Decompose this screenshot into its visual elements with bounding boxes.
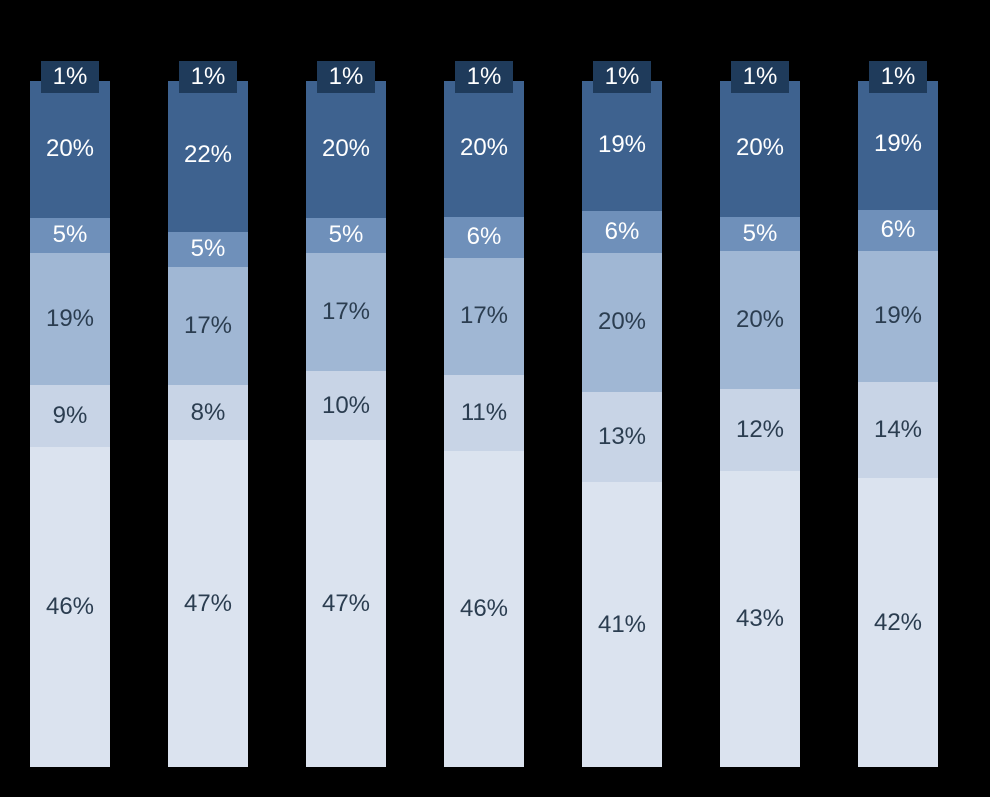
- segment-s5: 20%: [306, 79, 386, 218]
- bar-c5: 41% 13% 20% 6% 19%: [582, 79, 662, 767]
- segment-label: 22%: [184, 141, 232, 169]
- segment-s3: 17%: [444, 258, 524, 375]
- segment-s4: 6%: [858, 210, 938, 251]
- bar-c1: 46% 9% 19% 5% 20%: [30, 79, 110, 767]
- segment-label: 5%: [191, 235, 226, 263]
- segment-s1: 43%: [720, 471, 800, 767]
- segment-label: 6%: [605, 218, 640, 246]
- segment-s3: 20%: [582, 253, 662, 392]
- segment-s5: 20%: [444, 79, 524, 217]
- segment-label: 9%: [53, 402, 88, 430]
- bar-c4: 46% 11% 17% 6% 20%: [444, 79, 524, 767]
- segment-label: 11%: [461, 399, 507, 427]
- segment-label: 41%: [598, 611, 646, 639]
- segment-s2: 11%: [444, 375, 524, 451]
- segment-s3: 17%: [306, 253, 386, 371]
- segment-s2: 12%: [720, 389, 800, 472]
- segment-s4: 5%: [720, 217, 800, 251]
- segment-label: 10%: [322, 392, 370, 420]
- top-cap-label: 1%: [329, 63, 364, 91]
- segment-s1: 46%: [30, 447, 110, 767]
- bar-c2: 47% 8% 17% 5% 22%: [168, 79, 248, 767]
- segment-label: 20%: [322, 135, 370, 163]
- segment-label: 13%: [598, 423, 646, 451]
- segment-s5: 19%: [858, 79, 938, 210]
- segment-s3: 19%: [30, 253, 110, 385]
- segment-label: 12%: [736, 416, 784, 444]
- bar-c7: 42% 14% 19% 6% 19%: [858, 79, 938, 767]
- top-cap-label: 1%: [53, 63, 88, 91]
- segment-label: 17%: [184, 312, 232, 340]
- segment-label: 6%: [467, 223, 502, 251]
- segment-label: 20%: [598, 308, 646, 336]
- segment-label: 42%: [874, 609, 922, 637]
- segment-label: 46%: [46, 593, 94, 621]
- segment-s5: 19%: [582, 79, 662, 211]
- segment-s1: 47%: [168, 440, 248, 767]
- segment-label: 19%: [874, 302, 922, 330]
- segment-s3: 17%: [168, 267, 248, 385]
- segment-label: 5%: [743, 220, 778, 248]
- segment-label: 8%: [191, 399, 226, 427]
- segment-label: 43%: [736, 605, 784, 633]
- segment-label: 17%: [322, 298, 370, 326]
- segment-s2: 9%: [30, 385, 110, 448]
- top-cap-label: 1%: [881, 63, 916, 91]
- segment-s4: 6%: [582, 211, 662, 253]
- top-cap-label: 1%: [605, 63, 640, 91]
- top-cap-box: 1%: [179, 61, 237, 93]
- segment-label: 20%: [736, 134, 784, 162]
- segment-label: 20%: [460, 134, 508, 162]
- segment-label: 19%: [46, 305, 94, 333]
- segment-s1: 47%: [306, 440, 386, 767]
- top-cap-box: 1%: [41, 61, 99, 93]
- segment-s5: 20%: [720, 79, 800, 217]
- segment-s2: 14%: [858, 382, 938, 478]
- segment-s3: 19%: [858, 251, 938, 382]
- segment-s1: 41%: [582, 482, 662, 767]
- segment-label: 14%: [874, 416, 922, 444]
- segment-s4: 5%: [30, 218, 110, 253]
- segment-label: 19%: [598, 131, 646, 159]
- segment-s3: 20%: [720, 251, 800, 389]
- segment-s5: 22%: [168, 79, 248, 232]
- segment-s5: 20%: [30, 79, 110, 218]
- segment-s2: 8%: [168, 385, 248, 441]
- segment-label: 20%: [46, 135, 94, 163]
- stacked-bar-chart: 46% 9% 19% 5% 20% 1% 47% 8% 17% 5% 22% 1% 47% 10% 17% 5…: [0, 0, 990, 797]
- segment-label: 20%: [736, 306, 784, 334]
- segment-s4: 5%: [306, 218, 386, 253]
- segment-label: 6%: [881, 216, 916, 244]
- top-cap-label: 1%: [467, 63, 502, 91]
- bar-c3: 47% 10% 17% 5% 20%: [306, 79, 386, 767]
- segment-label: 5%: [53, 221, 88, 249]
- segment-s1: 46%: [444, 451, 524, 767]
- top-cap-box: 1%: [317, 61, 375, 93]
- segment-label: 47%: [322, 590, 370, 618]
- top-cap-label: 1%: [191, 63, 226, 91]
- segment-label: 17%: [460, 302, 508, 330]
- top-cap-box: 1%: [593, 61, 651, 93]
- segment-label: 19%: [874, 130, 922, 158]
- segment-s2: 10%: [306, 371, 386, 440]
- top-cap-box: 1%: [869, 61, 927, 93]
- segment-label: 46%: [460, 595, 508, 623]
- segment-s4: 6%: [444, 217, 524, 258]
- segment-label: 47%: [184, 590, 232, 618]
- segment-s1: 42%: [858, 478, 938, 767]
- segment-s2: 13%: [582, 392, 662, 482]
- segment-s4: 5%: [168, 232, 248, 267]
- top-cap-box: 1%: [455, 61, 513, 93]
- top-cap-box: 1%: [731, 61, 789, 93]
- top-cap-label: 1%: [743, 63, 778, 91]
- bar-c6: 43% 12% 20% 5% 20%: [720, 79, 800, 767]
- segment-label: 5%: [329, 221, 364, 249]
